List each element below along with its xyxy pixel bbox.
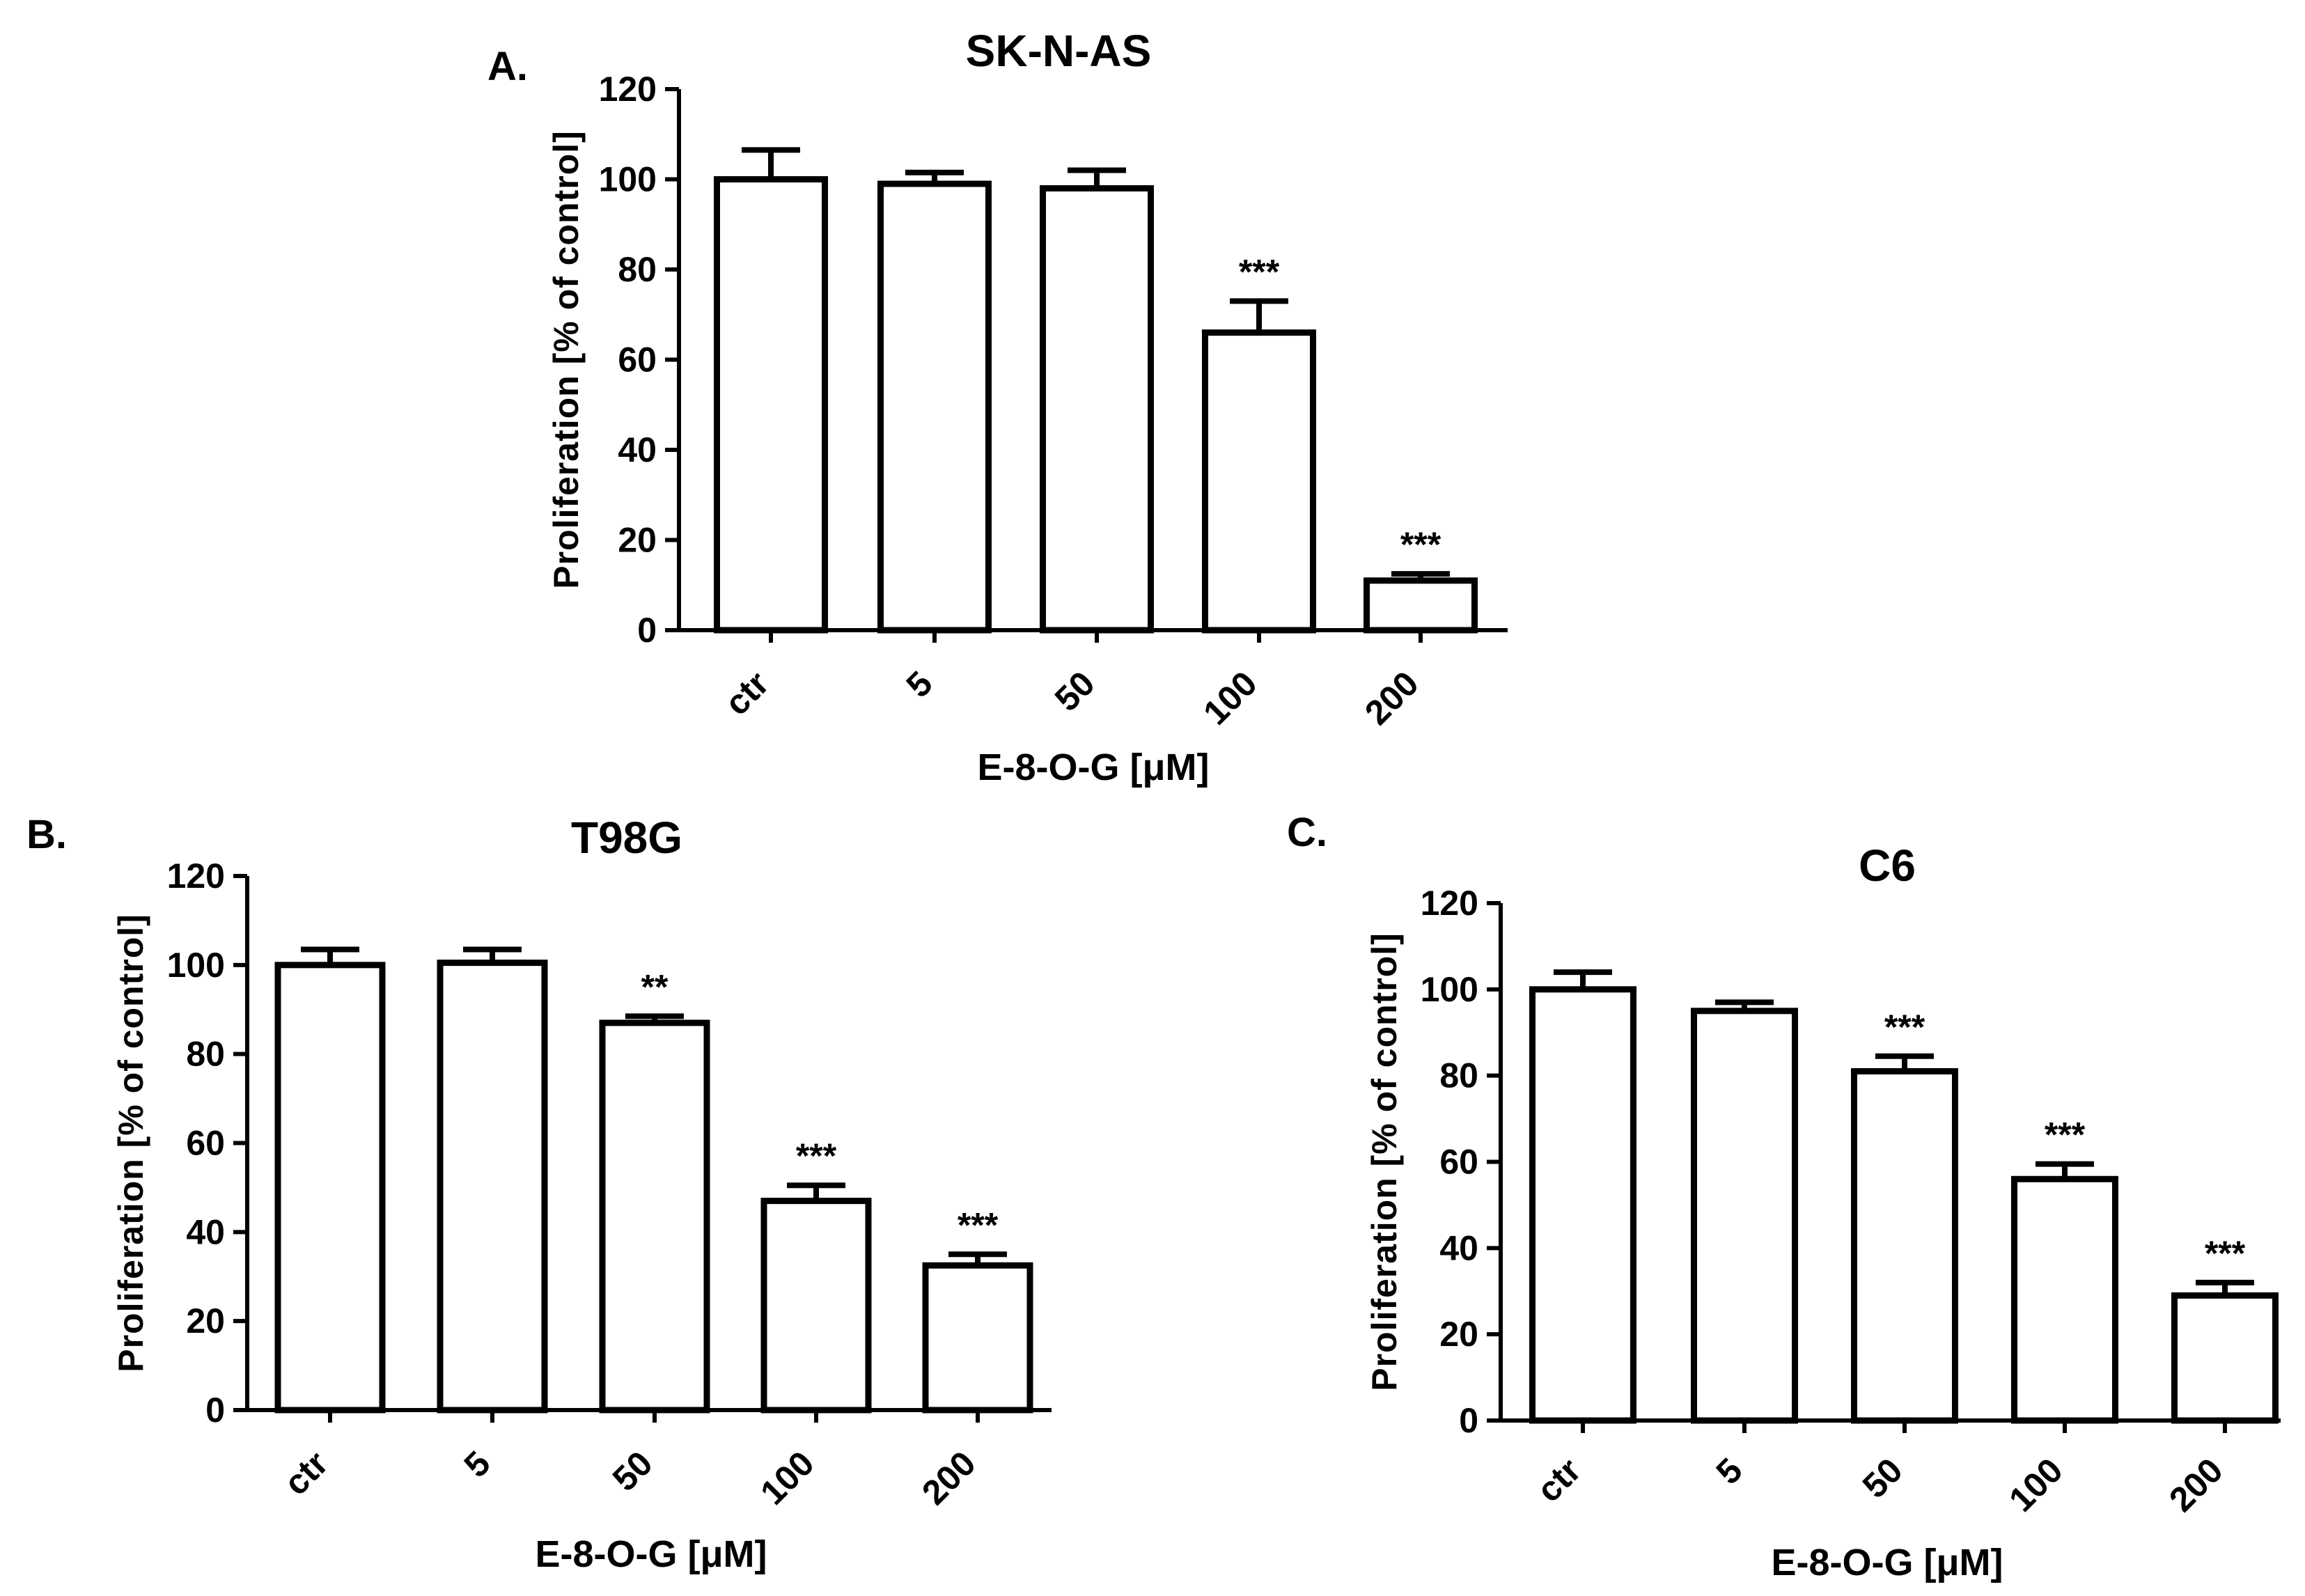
y-tick-label: 40 <box>1439 1228 1478 1267</box>
x-tick-label: 5 <box>1709 1450 1750 1492</box>
y-tick-label: 60 <box>618 341 657 380</box>
y-tick-label: 0 <box>1459 1401 1478 1440</box>
y-tick-label: 60 <box>186 1124 225 1163</box>
chart-title: C6 <box>1859 840 1916 891</box>
x-tick-label: 200 <box>914 1444 983 1512</box>
bar-200 <box>1364 577 1478 634</box>
x-tick-label: ctr <box>1529 1450 1588 1510</box>
y-tick-label: 0 <box>205 1391 225 1430</box>
y-tick-label: 60 <box>1439 1143 1478 1182</box>
y-tick-label: 120 <box>599 70 657 109</box>
bar-ctr <box>274 962 386 1414</box>
y-tick-label: 100 <box>167 946 225 985</box>
y-tick-label: 20 <box>618 521 657 560</box>
y-tick-label: 80 <box>618 250 657 289</box>
y-tick-label: 100 <box>599 160 657 199</box>
y-tick-label: 80 <box>1439 1056 1478 1095</box>
bar-100 <box>1202 329 1316 634</box>
x-tick-label: 100 <box>2001 1450 2070 1519</box>
y-tick-label: 80 <box>186 1035 225 1074</box>
bar-50 <box>1040 185 1154 634</box>
x-tick-label: 50 <box>1855 1450 1910 1505</box>
bar-50 <box>1851 1067 1958 1424</box>
bar-5 <box>437 960 548 1414</box>
x-tick-label: 100 <box>753 1444 822 1512</box>
x-tick-label: 50 <box>605 1444 660 1499</box>
x-tick-label: 200 <box>1357 664 1426 733</box>
x-tick-label: ctr <box>717 664 776 723</box>
x-axis-label: E-8-O-G [μM] <box>536 1533 767 1575</box>
bar-5 <box>1691 1008 1798 1424</box>
x-tick-label: ctr <box>276 1444 336 1503</box>
significance-label: *** <box>958 1205 999 1244</box>
significance-label: *** <box>2045 1116 2086 1155</box>
bar-ctr <box>714 176 828 634</box>
y-tick-label: 40 <box>186 1212 225 1251</box>
y-tick-label: 20 <box>1439 1315 1478 1354</box>
panel-1: A. SK-N-AS ctr 5 50 *** 100 *** 200 0 20 40 60 80 100 1… <box>487 26 1508 788</box>
bar-100 <box>2011 1175 2118 1424</box>
bar-ctr <box>1529 986 1636 1424</box>
y-tick-label: 120 <box>1421 884 1478 923</box>
panel-3: C. C6 ctr 5 *** 50 *** 100 *** 200 0 20 40 60 80 100 120… <box>1287 810 2281 1583</box>
y-tick-label: 120 <box>167 856 225 895</box>
bar-200 <box>2171 1292 2279 1424</box>
y-tick-label: 40 <box>618 430 657 469</box>
y-axis-label: Proliferation [% of control] <box>111 914 150 1372</box>
y-axis-label: Proliferation [% of control] <box>1365 932 1404 1391</box>
significance-label: *** <box>1884 1008 1925 1047</box>
bar-50 <box>599 1019 710 1414</box>
y-tick-label: 0 <box>637 611 657 650</box>
bar-100 <box>760 1198 872 1414</box>
significance-label: *** <box>796 1136 837 1175</box>
x-axis-label: E-8-O-G [μM] <box>1772 1542 2003 1583</box>
significance-label: *** <box>1239 252 1280 291</box>
significance-label: *** <box>2205 1234 2246 1273</box>
x-tick-label: 50 <box>1047 664 1102 719</box>
x-axis-label: E-8-O-G [μM] <box>978 746 1210 788</box>
bar-5 <box>877 180 992 634</box>
x-tick-label: 100 <box>1196 664 1265 733</box>
x-tick-label: 200 <box>2162 1450 2230 1519</box>
chart-title: T98G <box>571 813 682 863</box>
panel-2: B. T98G ctr 5 ** 50 *** 100 *** 200 0 20 40 60 80 100 12… <box>26 812 1052 1575</box>
y-tick-label: 100 <box>1421 970 1478 1009</box>
y-tick-label: 20 <box>186 1301 225 1340</box>
significance-label: ** <box>641 967 669 1006</box>
panel-label: C. <box>1287 810 1327 855</box>
panel-label: B. <box>26 812 67 857</box>
significance-label: *** <box>1400 525 1441 564</box>
x-tick-label: 5 <box>899 664 940 705</box>
bar-200 <box>922 1262 1033 1414</box>
x-tick-label: 5 <box>457 1444 498 1485</box>
y-axis-label: Proliferation [% of control] <box>547 130 586 589</box>
panel-label: A. <box>487 44 528 89</box>
chart-title: SK-N-AS <box>966 26 1152 76</box>
